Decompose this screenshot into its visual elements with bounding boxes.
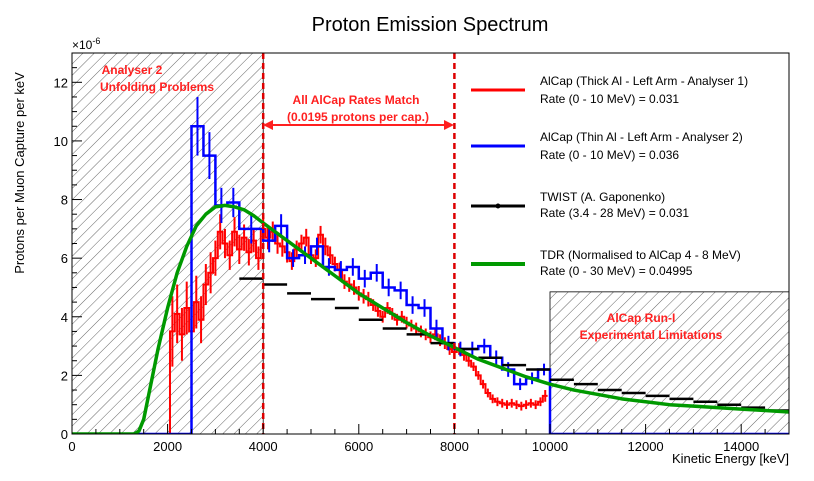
y-tick-label: 2 [61,368,68,383]
legend-entry-1: AlCap (Thick Al - Left Arm - Analyser 1)… [471,74,748,106]
series-3 [239,277,789,412]
x-axis-label: Kinetic Energy [keV] [672,451,789,466]
series-line [72,203,789,434]
boundary-lines [261,53,456,434]
axes: 0 2000 4000 6000 8000 10000 12000 14000 0 2 4 6 8 10 1… [54,52,790,454]
legend-rate: Rate (3.4 - 28 MeV) = 0.031 [540,206,689,220]
y-multiplier: ×10-6 [72,36,100,52]
legend-label: AlCap (Thick Al - Left Arm - Analyser 1) [540,74,748,88]
y-tick-label: 10 [54,134,68,149]
x-tick-label: 0 [68,439,75,454]
annotation-run1-line2: Experimental Limitations [580,328,723,342]
rates-match-arrow [263,120,454,130]
x-tick-label: 4000 [249,439,278,454]
annotations: Analyser 2 Unfolding Problems All AlCap … [100,63,723,342]
x-tick-label: 12000 [628,439,664,454]
legend-marker [495,203,501,209]
y-tick-label: 8 [61,193,68,208]
y-tick-label: 0 [61,427,68,442]
x-tick-label: 2000 [153,439,182,454]
legend-label: TWIST (A. Gaponenko) [540,190,665,204]
shaded-regions [72,53,789,434]
legend-label: TDR (Normalised to AlCap 4 - 8 MeV) [540,248,741,262]
annotation-unfolding-line2: Unfolding Problems [100,80,214,94]
legend-entry-2: AlCap (Thin Al - Left Arm - Analyser 2) R… [471,130,743,162]
y-multiplier-exponent: -6 [92,36,100,46]
x-tick-label: 8000 [440,439,469,454]
annotation-run1-line1: AlCap Run-I [607,311,676,325]
x-tick-label: 10000 [532,439,568,454]
legend-rate: Rate (0 - 10 MeV) = 0.031 [540,92,679,106]
series-4 [72,203,789,434]
legend-entry-4: TDR (Normalised to AlCap 4 - 8 MeV) Rate … [471,248,741,278]
x-tick-label: 6000 [344,439,373,454]
y-axis-label: Protons per Muon Capture per keV [12,72,27,274]
x-tick-label: 14000 [723,439,759,454]
legend: AlCap (Thick Al - Left Arm - Analyser 1)… [471,74,748,278]
y-tick-label: 4 [61,310,68,325]
legend-entry-3: TWIST (A. Gaponenko) Rate (3.4 - 28 MeV) … [471,190,689,220]
series-layer [72,96,789,434]
y-multiplier-base: ×10 [72,38,93,52]
legend-rate: Rate (0 - 30 MeV) = 0.04995 [540,264,693,278]
legend-label: AlCap (Thin Al - Left Arm - Analyser 2) [540,130,743,144]
annotation-unfolding-line1: Analyser 2 [102,63,163,77]
annotation-rates-line1: All AlCap Rates Match [293,93,420,107]
legend-rate: Rate (0 - 10 MeV) = 0.036 [540,148,679,162]
chart-title: Proton Emission Spectrum [312,14,549,36]
y-tick-label: 12 [54,75,68,90]
y-tick-label: 6 [61,251,68,266]
annotation-rates-line2: (0.0195 protons per cap.) [287,110,429,124]
